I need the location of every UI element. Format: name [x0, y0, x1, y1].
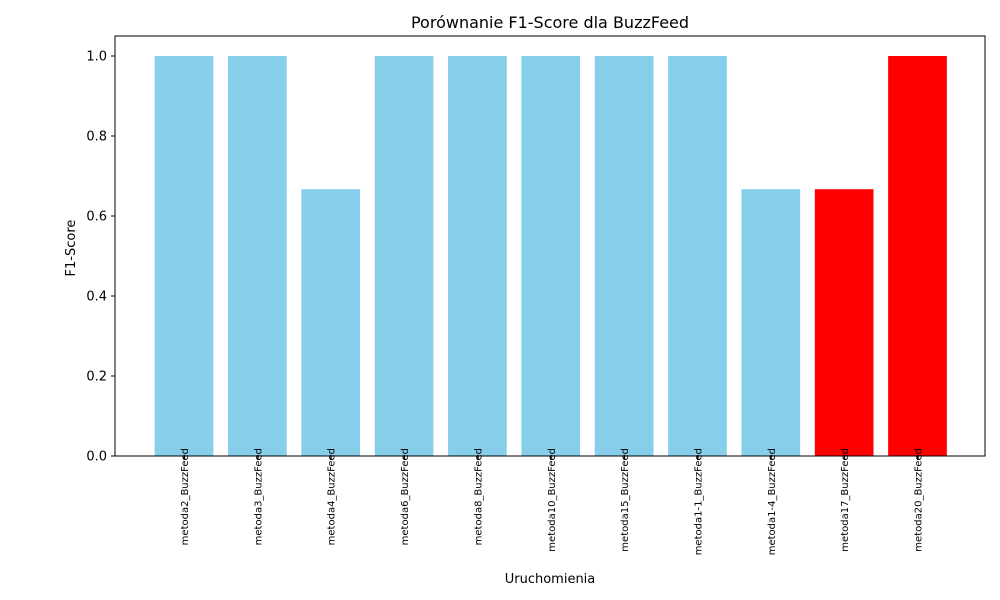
x-axis-label: Uruchomienia: [505, 572, 596, 587]
plot-frame: [114, 35, 986, 457]
bar-metoda10_BuzzFeed: [521, 56, 581, 456]
bar-metoda6_BuzzFeed: [374, 56, 434, 456]
x-tick-label: metoda4_BuzzFeed: [327, 448, 338, 545]
y-tick-label: 0.6: [86, 210, 107, 225]
y-tick-label: 0.2: [86, 370, 107, 385]
bar-metoda4_BuzzFeed: [301, 189, 361, 456]
bar-metoda1-1_BuzzFeed: [668, 56, 727, 456]
y-tick-label: 1.0: [86, 50, 107, 65]
bar-metoda17_BuzzFeed: [814, 189, 874, 456]
x-tick-label: metoda2_BuzzFeed: [180, 448, 191, 545]
x-tick-label: metoda1-1_BuzzFeed: [693, 448, 704, 555]
y-tick-label: 0.4: [86, 290, 107, 305]
x-tick-label: metoda8_BuzzFeed: [473, 448, 484, 545]
y-axis: 0.0 0.2 0.4 0.6 0.8 1.0: [86, 50, 115, 465]
x-tick-label: metoda17_BuzzFeed: [840, 448, 851, 552]
x-tick-label: metoda6_BuzzFeed: [400, 448, 411, 545]
bars-group: [154, 56, 947, 456]
y-axis-label: F1-Score: [64, 220, 79, 277]
bar-metoda8_BuzzFeed: [448, 56, 507, 456]
x-tick-label: metoda3_BuzzFeed: [253, 448, 264, 545]
x-tick-label: metoda15_BuzzFeed: [620, 448, 631, 552]
x-axis: metoda2_BuzzFeed metoda3_BuzzFeed metoda4_…: [180, 448, 925, 555]
x-tick-label: metoda10_BuzzFeed: [547, 448, 558, 552]
bar-metoda20_BuzzFeed: [888, 56, 947, 456]
x-tick-label: metoda1-4_BuzzFeed: [767, 448, 778, 555]
chart-title: Porównanie F1-Score dla BuzzFeed: [411, 13, 689, 32]
y-tick-label: 0.0: [86, 450, 107, 465]
x-tick-label: metoda20_BuzzFeed: [914, 448, 925, 552]
bar-metoda2_BuzzFeed: [154, 56, 214, 456]
bar-metoda3_BuzzFeed: [228, 56, 287, 456]
bar-metoda15_BuzzFeed: [594, 56, 654, 456]
y-tick-label: 0.8: [86, 130, 107, 145]
bar-metoda1-4_BuzzFeed: [741, 189, 801, 456]
